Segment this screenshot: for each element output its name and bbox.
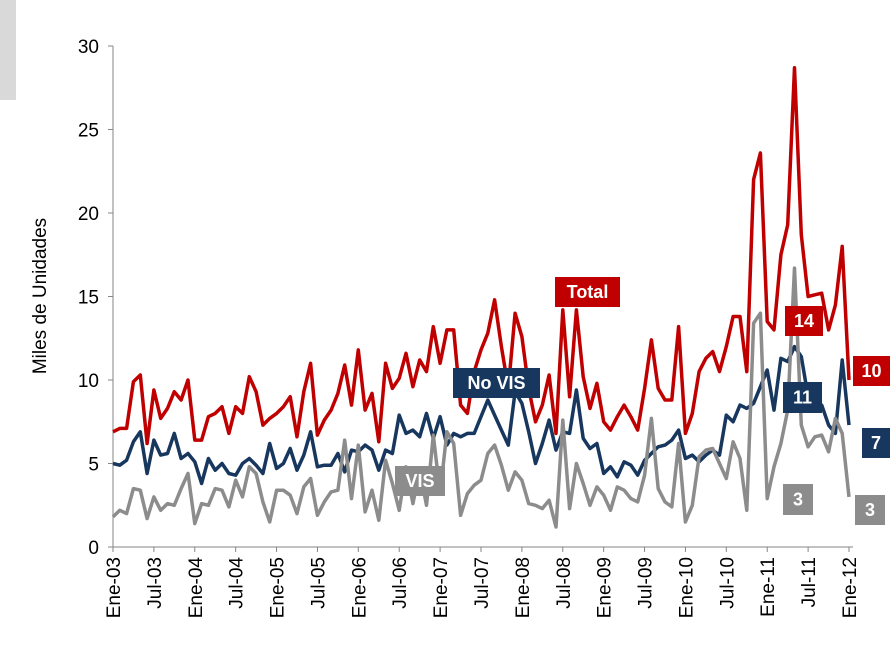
annotation: 11 bbox=[793, 388, 812, 408]
x-tick-label: Jul-07 bbox=[472, 557, 493, 609]
annotation-box bbox=[783, 484, 813, 515]
panel-edge bbox=[0, 0, 16, 100]
x-tick-label: Jul-03 bbox=[145, 557, 166, 609]
series-label: VIS bbox=[405, 471, 434, 491]
y-tick-label: 0 bbox=[88, 538, 99, 559]
x-tick-label: Ene-12 bbox=[840, 557, 861, 618]
series-label: Total bbox=[567, 282, 609, 302]
series-line bbox=[111, 266, 851, 529]
y-tick-label: 5 bbox=[88, 455, 99, 476]
x-tick-label: Ene-04 bbox=[186, 557, 207, 619]
x-tick-label: Ene-06 bbox=[349, 557, 370, 618]
x-tick-label: Ene-03 bbox=[104, 557, 125, 618]
x-tick-label: Jul-10 bbox=[717, 557, 738, 609]
x-tick-label: Jul-09 bbox=[636, 557, 657, 609]
series-label-box bbox=[555, 277, 620, 307]
y-tick-label: 15 bbox=[78, 288, 99, 309]
end-label: 7 bbox=[871, 433, 881, 453]
y-tick-label: 10 bbox=[78, 371, 99, 392]
y-axis-label: Miles de Unidades bbox=[30, 218, 51, 374]
x-tick-label: Ene-11 bbox=[758, 557, 779, 617]
end-label-box bbox=[862, 428, 890, 458]
x-tick-label: Jul-08 bbox=[554, 557, 575, 609]
x-tick-label: Ene-07 bbox=[431, 557, 452, 618]
end-label: 10 bbox=[861, 361, 881, 381]
x-tick-label: Ene-05 bbox=[268, 557, 289, 618]
x-tick-label: Ene-10 bbox=[676, 557, 697, 618]
x-tick-label: Ene-08 bbox=[513, 557, 534, 618]
x-tick-label: Jul-06 bbox=[390, 557, 411, 609]
end-label: 3 bbox=[865, 500, 875, 520]
y-tick-label: 30 bbox=[78, 37, 99, 58]
y-tick-label: 20 bbox=[78, 204, 99, 225]
series-label-box bbox=[453, 368, 540, 398]
series-line bbox=[112, 65, 851, 446]
end-label-box bbox=[853, 356, 890, 386]
x-tick-label: Jul-11 bbox=[799, 557, 820, 607]
x-tick-label: Ene-09 bbox=[595, 557, 616, 618]
x-tick-label: Jul-04 bbox=[227, 557, 248, 609]
annotation-box bbox=[785, 306, 823, 336]
x-tick-label: Jul-05 bbox=[308, 557, 329, 609]
series-line bbox=[112, 344, 851, 486]
annotation: 14 bbox=[794, 311, 814, 331]
end-label-box bbox=[855, 495, 885, 525]
annotation: 3 bbox=[793, 490, 803, 510]
annotation-box bbox=[783, 382, 822, 413]
series-label-box bbox=[395, 466, 445, 496]
y-tick-label: 25 bbox=[78, 121, 99, 142]
series-label: No VIS bbox=[467, 373, 525, 393]
